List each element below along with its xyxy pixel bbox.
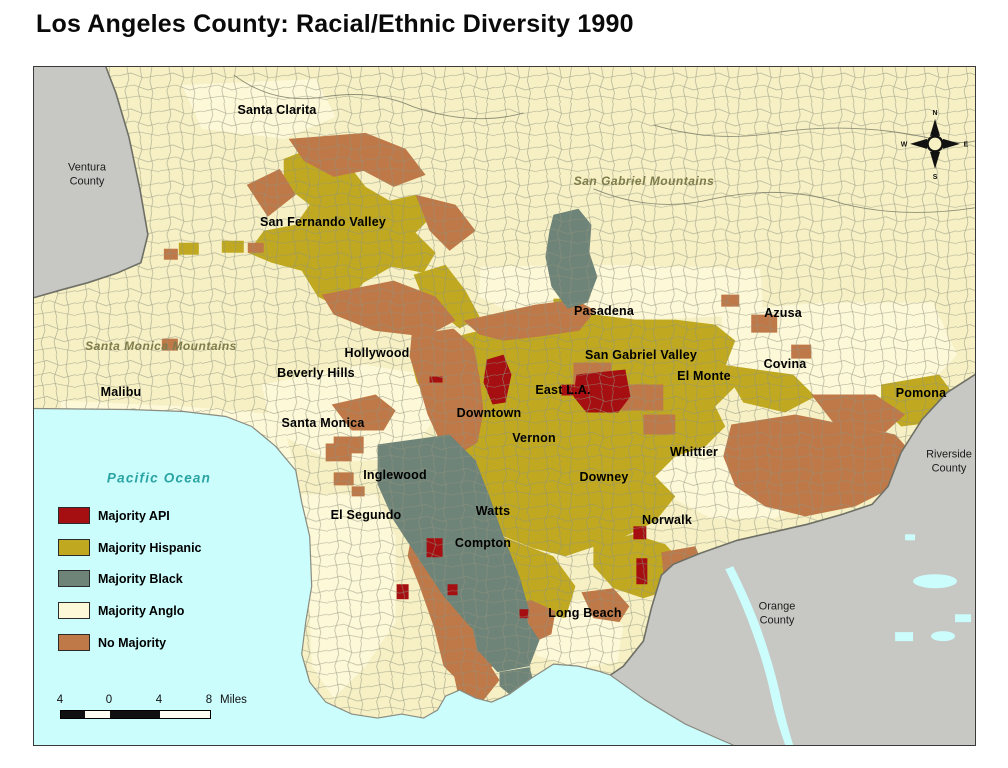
map-graphic: N E S W bbox=[34, 67, 975, 745]
legend-swatch-hispanic bbox=[58, 539, 90, 556]
map-label-malibu: Malibu bbox=[100, 385, 142, 399]
legend-swatch-api bbox=[58, 507, 90, 524]
legend-item-api: Majority API bbox=[58, 507, 170, 524]
map-label-orange-county: Orange County bbox=[759, 600, 796, 628]
map-label-covina: Covina bbox=[763, 357, 807, 371]
legend-swatch-no-majority bbox=[58, 634, 90, 651]
legend-label: Majority API bbox=[98, 508, 170, 523]
orange-riverside-region bbox=[610, 374, 975, 745]
map-label-azusa: Azusa bbox=[764, 306, 802, 320]
map-canvas: N E S W Santa Clarita Ventura County San… bbox=[33, 66, 976, 746]
compass-west-label: W bbox=[901, 141, 908, 148]
map-label-norwalk: Norwalk bbox=[641, 513, 693, 527]
scale-bar bbox=[60, 710, 211, 719]
label-line: Ventura bbox=[68, 161, 106, 174]
map-label-hollywood: Hollywood bbox=[344, 346, 410, 360]
map-label-downtown: Downtown bbox=[456, 406, 522, 420]
label-line: Orange bbox=[758, 600, 796, 613]
map-label-inglewood: Inglewood bbox=[363, 468, 427, 482]
label-line: County bbox=[931, 462, 967, 474]
legend-label: Majority Black bbox=[98, 571, 183, 586]
page-title: Los Angeles County: Racial/Ethnic Divers… bbox=[36, 10, 634, 38]
map-label-pacific-ocean: Pacific Ocean bbox=[106, 470, 212, 486]
scale-units: Miles bbox=[220, 694, 247, 706]
scale-segment bbox=[61, 711, 85, 718]
map-label-watts: Watts bbox=[475, 504, 511, 518]
legend-label: Majority Hispanic bbox=[98, 540, 202, 555]
map-label-santa-clarita: Santa Clarita bbox=[237, 103, 317, 117]
legend-item-hispanic: Majority Hispanic bbox=[58, 539, 202, 556]
map-label-pomona: Pomona bbox=[895, 386, 947, 400]
map-label-ventura-county: Ventura County bbox=[68, 161, 106, 189]
legend-item-no-majority: No Majority bbox=[58, 634, 166, 651]
compass-north-label: N bbox=[933, 110, 938, 117]
scale-segment bbox=[160, 711, 210, 718]
map-label-east-la: East L.A. bbox=[535, 383, 591, 397]
scale-tick: 4 bbox=[155, 694, 163, 706]
map-label-santa-monica-mountains: Santa Monica Mountains bbox=[85, 339, 237, 353]
legend-label: No Majority bbox=[98, 635, 167, 650]
label-line: County bbox=[759, 614, 795, 626]
ventura-county-region bbox=[34, 67, 148, 298]
map-label-san-gabriel-mountains: San Gabriel Mountains bbox=[573, 174, 715, 188]
legend-item-black: Majority Black bbox=[58, 570, 183, 587]
map-label-downey: Downey bbox=[579, 470, 629, 484]
scale-tick: 0 bbox=[105, 694, 113, 706]
scale-segment bbox=[110, 711, 160, 718]
scale-tick: 8 bbox=[205, 694, 213, 706]
county-boundaries bbox=[34, 67, 975, 745]
map-label-san-gabriel-valley: San Gabriel Valley bbox=[585, 348, 697, 362]
map-label-santa-monica: Santa Monica bbox=[281, 416, 365, 430]
legend-swatch-anglo bbox=[58, 602, 90, 619]
map-label-el-segundo: El Segundo bbox=[330, 508, 402, 522]
map-label-san-fernando-valley: San Fernando Valley bbox=[259, 215, 387, 229]
compass-rose-icon: N E S W bbox=[901, 110, 969, 181]
legend-label: Majority Anglo bbox=[98, 603, 185, 618]
map-label-vernon: Vernon bbox=[512, 431, 556, 445]
label-line: County bbox=[69, 175, 105, 187]
label-line: Riverside bbox=[926, 448, 972, 461]
map-label-pasadena: Pasadena bbox=[574, 304, 634, 318]
compass-east-label: E bbox=[964, 141, 969, 148]
map-label-riverside-county: Riverside County bbox=[926, 448, 972, 476]
compass-south-label: S bbox=[933, 174, 938, 181]
legend-item-anglo: Majority Anglo bbox=[58, 602, 184, 619]
water-features bbox=[725, 534, 972, 745]
map-label-long-beach: Long Beach bbox=[548, 606, 622, 620]
map-label-compton: Compton bbox=[454, 536, 512, 550]
map-label-beverly-hills: Beverly Hills bbox=[277, 366, 355, 380]
map-label-el-monte: El Monte bbox=[677, 369, 731, 383]
scale-segment bbox=[85, 711, 110, 718]
pacific-ocean-region bbox=[34, 408, 734, 745]
map-label-whittier: Whittier bbox=[669, 445, 719, 459]
legend-swatch-black bbox=[58, 570, 90, 587]
scale-tick: 4 bbox=[56, 694, 64, 706]
